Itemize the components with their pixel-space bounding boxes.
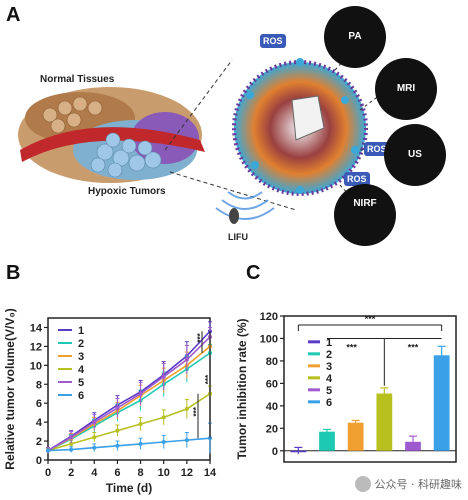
series-line-3	[47, 345, 211, 452]
normal-tissues-label: Normal Tissues	[40, 74, 115, 85]
x-axis-title: Time (d)	[106, 481, 152, 495]
series-line-6	[47, 437, 211, 452]
legend-label-5: 5	[78, 377, 84, 389]
plot-frame	[283, 315, 457, 463]
data-point	[92, 435, 97, 440]
sig-label: ***	[346, 342, 357, 352]
x-tick-label: 0	[45, 467, 51, 479]
data-point	[138, 391, 143, 396]
sig-label: ***	[196, 332, 205, 342]
bar-3	[347, 422, 364, 451]
data-point	[161, 415, 166, 420]
series-line-5	[47, 336, 211, 452]
y-tick-label: 100	[260, 333, 278, 345]
y-tick-label: 8	[36, 379, 42, 391]
legend-label-4: 4	[326, 373, 333, 385]
data-point	[69, 435, 74, 440]
data-point	[161, 374, 166, 379]
data-point	[161, 440, 166, 445]
ros-label-1: ROS	[260, 34, 286, 48]
x-tick-label: 6	[114, 467, 120, 479]
y-tick-label: 10	[30, 360, 42, 372]
y-tick-label: 60	[266, 378, 278, 390]
sig-label: ***	[204, 374, 213, 384]
y-tick-label: 6	[36, 398, 42, 410]
y-tick-label: 2	[36, 436, 42, 448]
legend-label-1: 1	[326, 337, 332, 349]
sig-label: ***	[408, 342, 419, 352]
pa-label: PA	[348, 31, 362, 42]
data-point	[184, 438, 189, 443]
data-point	[69, 441, 74, 446]
bar-6	[433, 355, 450, 451]
data-point	[208, 436, 212, 441]
pa-imaging-circle: PA	[324, 6, 386, 68]
data-point	[184, 357, 189, 362]
nirf-imaging-circle: NIRF	[334, 184, 396, 246]
watermark-text: 公众号 · 科研趣味	[374, 478, 463, 491]
inhibition-rate-chart: 0 20 40 60 80 100 120 Tumor inhibition rate (%)…	[235, 311, 457, 463]
data-point	[115, 428, 120, 433]
y-tick-label: 80	[266, 356, 278, 368]
x-tick-label: 14	[204, 467, 217, 479]
y-tick-label: 12	[30, 341, 42, 353]
legend-label-6: 6	[78, 390, 84, 402]
series-line-4	[47, 393, 211, 452]
data-point	[46, 448, 50, 453]
mri-imaging-circle: MRI	[375, 58, 437, 120]
legend-label-2: 2	[78, 338, 84, 350]
y-tick-label: 4	[36, 417, 43, 429]
x-tick-label: 10	[158, 467, 170, 479]
data-point	[184, 406, 189, 411]
data-point	[92, 445, 97, 450]
data-point	[69, 447, 74, 452]
legend-label-5: 5	[326, 385, 332, 397]
legend-label-4: 4	[78, 364, 85, 376]
ros-label-3: ROS	[344, 172, 370, 186]
wechat-icon	[354, 476, 371, 492]
data-point	[138, 441, 143, 446]
series-line-1	[47, 330, 211, 452]
x-tick-label: 2	[68, 467, 74, 479]
panel-c-letter: C	[246, 262, 261, 284]
bar-2	[319, 431, 335, 451]
data-point	[92, 420, 97, 425]
us-label: US	[408, 149, 422, 160]
y-tick-label: 40	[266, 401, 278, 413]
bar-4	[376, 393, 393, 451]
y-tick-label: 20	[266, 423, 278, 435]
x-tick-label: 8	[138, 467, 144, 479]
sig-label: ***	[365, 314, 376, 324]
x-tick-label: 4	[91, 467, 98, 479]
y-tick-label: 120	[260, 311, 278, 323]
data-point	[138, 422, 143, 427]
mri-label: MRI	[396, 83, 416, 94]
y-axis-title: Relative tumor volume(V/V₀)	[3, 308, 17, 469]
data-point	[115, 443, 120, 448]
watermark: 公众号 · 科研趣味	[354, 476, 463, 492]
y-axis-title: Tumor inhibition rate (%)	[235, 318, 249, 459]
legend-label-3: 3	[78, 351, 84, 363]
nirf-label: NIRF	[353, 198, 377, 209]
panel-a-illustration	[18, 44, 382, 224]
legend-label-1: 1	[78, 325, 84, 337]
data-point	[115, 405, 120, 410]
y-tick-label: 14	[30, 322, 43, 334]
y-tick-label: 0	[36, 455, 42, 467]
x-tick-label: 12	[181, 467, 193, 479]
us-imaging-circle: US	[384, 124, 446, 186]
legend-label-3: 3	[326, 361, 332, 373]
legend-label-2: 2	[326, 349, 332, 361]
lifu-label: LIFU	[228, 232, 248, 242]
legend-label-6: 6	[326, 397, 332, 409]
panel-a-letter: A	[6, 4, 21, 26]
tissue-illustration	[18, 87, 205, 183]
ros-label-2: ROS	[364, 142, 390, 156]
sig-label: ***	[192, 406, 201, 416]
series-line-2	[47, 352, 211, 452]
y-tick-label: 0	[272, 446, 278, 458]
hypoxic-tumors-label: Hypoxic Tumors	[88, 186, 166, 197]
panel-b-letter: B	[6, 262, 21, 284]
